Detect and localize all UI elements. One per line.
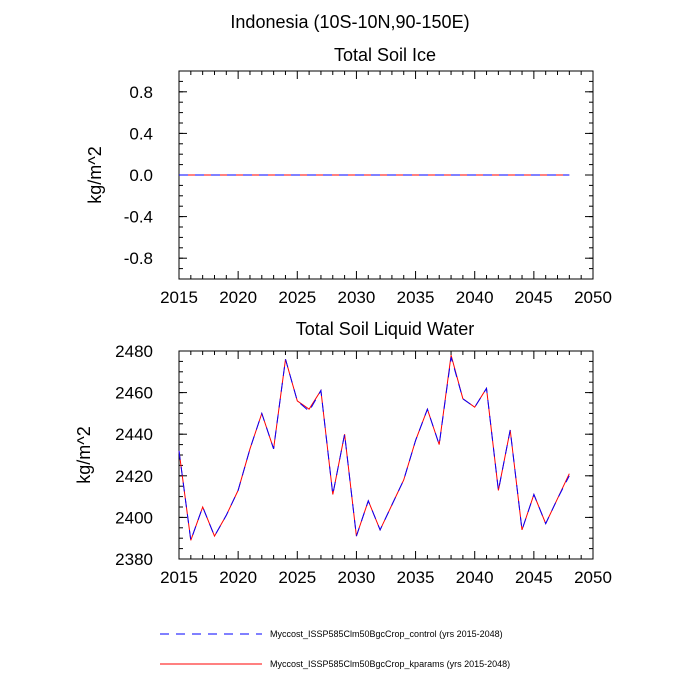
y-axis-label: kg/m^2 bbox=[74, 426, 94, 483]
x-tick-label: 2025 bbox=[278, 288, 316, 307]
y-tick-label: 2460 bbox=[115, 384, 153, 403]
y-axis-label: kg/m^2 bbox=[85, 146, 105, 203]
y-tick-label: 2420 bbox=[115, 467, 153, 486]
x-tick-label: 2045 bbox=[515, 288, 553, 307]
chart-title: Total Soil Liquid Water bbox=[296, 319, 474, 339]
legend: Myccost_ISSP585Clm50BgcCrop_control (yrs… bbox=[160, 629, 510, 669]
x-tick-label: 2030 bbox=[338, 568, 376, 587]
chart-title: Total Soil Ice bbox=[334, 45, 436, 65]
plot-area: 2015 2020 2025 2030 2035 2040 2045 2050 -0.8 -0.4… bbox=[124, 70, 612, 307]
x-tick-label: 2015 bbox=[160, 288, 198, 307]
y-tick-label: 0.8 bbox=[129, 83, 153, 102]
x-tick-label: 2025 bbox=[278, 568, 316, 587]
x-tick-label: 2040 bbox=[456, 568, 494, 587]
chart-total-soil-ice: Total Soil Ice kg/m^2 2015 2020 2025 2030 20… bbox=[85, 45, 612, 307]
x-tick-label: 2030 bbox=[338, 288, 376, 307]
x-tick-label: 2020 bbox=[219, 568, 257, 587]
x-tick-label: 2035 bbox=[397, 288, 435, 307]
y-tick-label: -0.4 bbox=[124, 208, 153, 227]
y-tick-label: 2380 bbox=[115, 550, 153, 569]
y-tick-label: 2440 bbox=[115, 425, 153, 444]
x-tick-label: 2035 bbox=[397, 568, 435, 587]
x-tick-label: 2045 bbox=[515, 568, 553, 587]
x-tick-label: 2050 bbox=[574, 568, 612, 587]
plot-frame bbox=[178, 350, 594, 560]
legend-label-control: Myccost_ISSP585Clm50BgcCrop_control (yrs… bbox=[270, 629, 503, 639]
x-tick-label: 2020 bbox=[219, 288, 257, 307]
x-tick-label: 2015 bbox=[160, 568, 198, 587]
plot-area: 2015 2020 2025 2030 2035 2040 2045 2050 2380 2400… bbox=[115, 342, 612, 587]
series-line-kparams bbox=[178, 355, 570, 541]
x-tick-label: 2040 bbox=[456, 288, 494, 307]
y-tick-label: 2480 bbox=[115, 342, 153, 361]
chart-total-soil-liquid-water: Total Soil Liquid Water kg/m^2 2015 2020 2… bbox=[74, 319, 612, 587]
y-tick-label: 0.4 bbox=[129, 124, 153, 143]
page-title: Indonesia (10S-10N,90-150E) bbox=[230, 12, 469, 32]
y-tick-label: -0.8 bbox=[124, 249, 153, 268]
y-tick-label: 0.0 bbox=[129, 166, 153, 185]
legend-label-kparams: Myccost_ISSP585Clm50BgcCrop_kparams (yrs… bbox=[270, 659, 510, 669]
x-tick-label: 2050 bbox=[574, 288, 612, 307]
y-tick-label: 2400 bbox=[115, 508, 153, 527]
series-line-control bbox=[178, 357, 570, 541]
